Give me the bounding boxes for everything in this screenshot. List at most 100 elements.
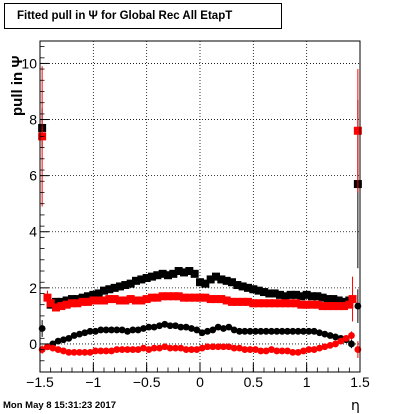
data-point: [54, 337, 62, 345]
data-point: [76, 348, 83, 356]
data-point: [273, 347, 281, 355]
data-point: [193, 346, 201, 353]
data-point: [190, 293, 199, 302]
data-point: [158, 269, 167, 278]
data-point: [174, 267, 183, 276]
data-point: [233, 297, 242, 306]
data-point: [46, 299, 55, 308]
data-point: [321, 330, 329, 338]
data-point: [108, 347, 115, 355]
data-point: [318, 293, 327, 302]
data-point: [276, 290, 284, 299]
data-point: [297, 292, 306, 301]
data-point: [169, 269, 178, 278]
data-point: [313, 300, 322, 309]
data-point: [153, 293, 162, 302]
data-point: [318, 302, 327, 311]
data-point: [278, 347, 286, 355]
data-point: [214, 343, 222, 351]
data-point: [188, 325, 195, 332]
data-point: [156, 322, 163, 330]
data-point: [118, 346, 126, 353]
data-point: [294, 327, 302, 335]
data-point: [220, 325, 227, 332]
data-point: [113, 326, 121, 334]
chart-grid: [40, 41, 360, 372]
data-point: [78, 293, 87, 302]
x-tick-label: −1.5: [26, 374, 54, 390]
data-point: [84, 297, 92, 306]
y-tick-label: 10: [21, 55, 37, 71]
data-point: [289, 327, 297, 335]
data-point: [254, 299, 263, 308]
data-point: [302, 300, 311, 309]
data-point: [348, 295, 357, 304]
data-point: [68, 295, 76, 304]
data-point: [332, 340, 339, 348]
data-point: [254, 286, 263, 295]
data-point: [94, 296, 103, 305]
data-point: [132, 276, 140, 285]
data-point: [276, 299, 284, 308]
data-point: [49, 344, 57, 352]
data-point: [166, 344, 174, 352]
data-point: [121, 296, 130, 305]
data-point: [249, 285, 258, 294]
data-point: [172, 322, 179, 330]
data-point: [166, 322, 174, 330]
data-point: [252, 327, 259, 335]
data-point: [76, 330, 83, 338]
data-point: [281, 299, 290, 308]
data-point: [62, 300, 71, 309]
data-point: [100, 296, 108, 305]
data-point: [54, 346, 62, 353]
data-point: [182, 346, 190, 353]
data-point: [238, 297, 247, 306]
data-point: [92, 327, 99, 335]
data-point: [292, 299, 300, 308]
data-point: [310, 327, 318, 335]
data-point: [73, 295, 82, 304]
data-point: [348, 340, 355, 348]
data-point: [164, 271, 172, 280]
data-point: [244, 297, 252, 306]
data-point: [164, 292, 172, 301]
data-point: [52, 303, 60, 312]
data-point: [206, 275, 215, 284]
data-point: [134, 346, 142, 353]
data-point: [326, 332, 334, 339]
data-point: [324, 302, 332, 311]
data-point: [284, 327, 291, 335]
data-point: [342, 334, 350, 342]
data-point: [81, 348, 89, 356]
series-2: [38, 289, 362, 351]
data-point: [94, 289, 103, 298]
data-point: [228, 297, 236, 306]
data-point: [268, 346, 275, 353]
data-point: [292, 290, 300, 299]
data-point: [222, 276, 231, 285]
data-point: [193, 326, 201, 334]
data-point: [100, 286, 108, 295]
data-point: [236, 327, 243, 335]
data-point: [289, 348, 297, 356]
data-point: [265, 289, 274, 298]
data-point: [110, 295, 119, 304]
x-tick-label: −1: [85, 374, 101, 390]
data-point: [153, 271, 162, 280]
data-point: [257, 347, 265, 355]
data-point: [118, 326, 126, 334]
data-point: [148, 293, 156, 302]
data-point: [84, 292, 92, 301]
data-point: [177, 344, 185, 352]
data-point: [265, 299, 274, 308]
data-point: [340, 302, 348, 311]
data-point: [209, 326, 217, 334]
data-point: [326, 341, 334, 349]
data-point: [182, 323, 190, 331]
data-point: [180, 268, 188, 277]
data-point: [300, 347, 307, 355]
data-point: [313, 292, 322, 301]
data-point: [273, 327, 281, 335]
